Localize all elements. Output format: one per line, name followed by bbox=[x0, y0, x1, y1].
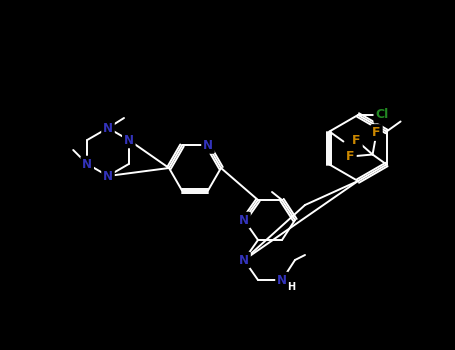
Text: N: N bbox=[103, 169, 113, 182]
Text: N: N bbox=[239, 214, 249, 226]
Text: F: F bbox=[346, 150, 355, 163]
Text: N: N bbox=[82, 158, 92, 170]
Text: N: N bbox=[124, 133, 134, 147]
Text: Cl: Cl bbox=[375, 108, 389, 121]
Text: N: N bbox=[203, 139, 213, 152]
Text: N: N bbox=[277, 273, 287, 287]
Text: F: F bbox=[372, 126, 381, 139]
Text: F: F bbox=[352, 134, 361, 147]
Text: H: H bbox=[287, 282, 295, 292]
Text: N: N bbox=[239, 253, 249, 266]
Text: N: N bbox=[103, 121, 113, 134]
